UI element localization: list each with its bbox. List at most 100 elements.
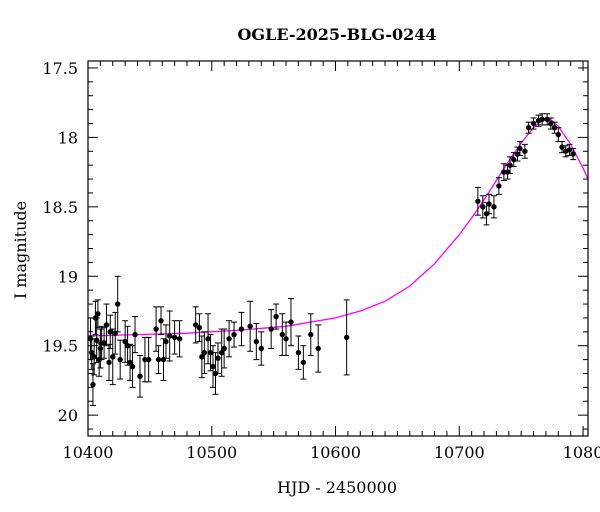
data-point-group (155, 345, 162, 374)
data-point (231, 331, 237, 338)
data-point-group (315, 324, 322, 373)
data-point (221, 345, 227, 352)
data-point (205, 336, 211, 342)
data-point (196, 324, 203, 331)
y-tick-label: 19.5 (42, 337, 78, 356)
plot-frame (87, 60, 589, 437)
data-point (315, 345, 321, 352)
data-point (153, 326, 159, 332)
data-point (129, 363, 136, 370)
data-point (210, 363, 216, 370)
data-point-group (485, 193, 492, 215)
data-point (504, 169, 511, 175)
data-point-group (205, 313, 212, 365)
data-points-layer (88, 113, 577, 406)
data-point-group (162, 324, 169, 359)
data-point-group (112, 311, 119, 355)
data-point (559, 144, 565, 150)
data-point (91, 354, 97, 360)
data-point (215, 355, 221, 361)
data-point (475, 198, 481, 204)
x-tick-label: 10400 (63, 443, 114, 462)
y-axis-label: I magnitude (11, 201, 30, 299)
y-tick-label: 17.5 (42, 59, 78, 78)
data-point (112, 330, 118, 336)
data-point-group (474, 186, 481, 216)
data-point (486, 201, 492, 207)
data-point (253, 338, 260, 345)
data-point (530, 120, 537, 127)
data-point (247, 323, 253, 329)
data-point-group (176, 320, 183, 358)
data-point-group (238, 311, 245, 347)
data-point-group (273, 303, 280, 330)
data-point-group (106, 343, 113, 381)
data-point (107, 329, 113, 335)
data-point (160, 356, 167, 363)
data-point-group (570, 148, 577, 161)
data-point-group (192, 306, 199, 344)
data-point (480, 204, 486, 210)
data-point (551, 124, 558, 131)
data-point (90, 381, 96, 388)
data-point-group (300, 345, 307, 380)
data-point-group (495, 177, 502, 195)
data-point (308, 331, 314, 338)
data-point-group (89, 363, 96, 406)
data-point-group (283, 321, 290, 356)
data-point-group (127, 343, 134, 381)
data-point-group (253, 323, 260, 361)
data-point (522, 148, 528, 154)
data-point-group (103, 303, 110, 347)
data-point-group (530, 117, 537, 130)
y-tick-label: 18.5 (42, 198, 78, 217)
data-point (295, 349, 302, 356)
data-point-group (132, 316, 139, 354)
data-point (103, 322, 110, 328)
data-point (124, 343, 131, 349)
data-point-group (158, 306, 165, 336)
model-curve-line (88, 118, 588, 337)
data-point-group (490, 195, 497, 219)
data-point-group (279, 313, 286, 356)
data-point (155, 356, 162, 363)
data-point (548, 120, 554, 127)
data-point (106, 359, 112, 366)
data-point (514, 151, 521, 157)
data-point-group (171, 320, 178, 355)
data-point (496, 183, 502, 189)
data-point (176, 336, 183, 342)
data-point (300, 359, 307, 366)
data-point-group (114, 275, 121, 333)
data-point-group (525, 121, 532, 134)
data-point (110, 354, 116, 360)
data-point (511, 156, 517, 163)
data-point (517, 145, 523, 152)
data-point (507, 162, 513, 168)
data-point (132, 331, 138, 338)
data-point (283, 336, 289, 342)
data-point-group (516, 141, 523, 156)
data-point (544, 116, 550, 123)
data-point (199, 354, 205, 360)
data-point (207, 349, 214, 356)
data-point (142, 356, 148, 363)
data-point (122, 338, 128, 345)
data-point-group (295, 335, 302, 370)
data-point (97, 345, 104, 352)
data-point-group (221, 328, 228, 369)
data-point-group (201, 331, 208, 374)
x-tick-label: 10500 (186, 443, 237, 462)
data-point-group (117, 339, 124, 380)
data-point (273, 313, 279, 320)
data-point-group (500, 163, 507, 181)
data-point (201, 349, 208, 356)
data-point-group (343, 299, 350, 376)
data-point (566, 147, 573, 153)
data-point (539, 116, 545, 123)
data-point (525, 124, 532, 131)
data-point (501, 169, 507, 175)
data-point-group (91, 338, 98, 376)
data-point (117, 356, 123, 363)
data-point (192, 322, 199, 328)
